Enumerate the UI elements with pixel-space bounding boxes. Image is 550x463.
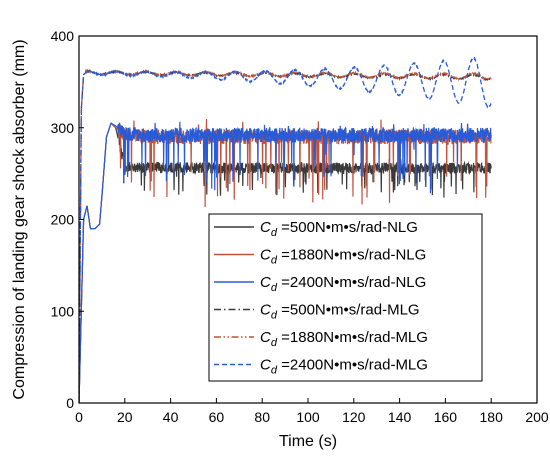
x-tick-label: 140 [388,409,412,425]
legend-label: Cd =1880N•m•s/rad-NLG [260,247,426,267]
series-line-4 [79,68,492,403]
legend-label: Cd =2400N•m•s/rad-NLG [260,274,426,294]
x-tick-label: 120 [342,409,366,425]
y-tick-label: 100 [51,303,75,319]
y-tick-label: 200 [51,212,75,228]
series-layer [79,56,492,403]
x-tick-label: 180 [480,409,504,425]
x-tick-label: 200 [525,409,549,425]
ticks-layer: 0 20 40 60 80 100 120 140 160 180 200 0 100 200 300 400 [51,28,549,425]
legend-box [208,213,483,382]
x-tick-label: 0 [75,409,83,425]
x-axis-title: Time (s) [279,433,337,450]
legend-label: Cd =500N•m•s/rad-MLG [260,302,420,322]
legend: Cd =500N•m•s/rad-NLG Cd =1880N•m•s/rad-NL… [208,213,483,382]
y-tick-label: 400 [51,28,75,44]
legend-label: Cd =1880N•m•s/rad-MLG [260,329,428,349]
y-tick-label: 300 [51,120,75,136]
x-tick-label: 60 [209,409,225,425]
y-tick-label: 0 [66,395,74,411]
x-tick-label: 100 [296,409,320,425]
legend-label: Cd =2400N•m•s/rad-MLG [260,357,428,377]
series-line-3 [79,121,492,403]
x-tick-label: 160 [434,409,458,425]
x-tick-label: 40 [163,409,179,425]
x-tick-label: 80 [254,409,270,425]
series-line-6 [79,56,492,403]
legend-label: Cd =500N•m•s/rad-NLG [260,219,418,239]
y-axis-title: Compression of landing gear shock absorb… [11,39,28,399]
series-line-1 [79,122,492,403]
x-tick-label: 20 [117,409,133,425]
